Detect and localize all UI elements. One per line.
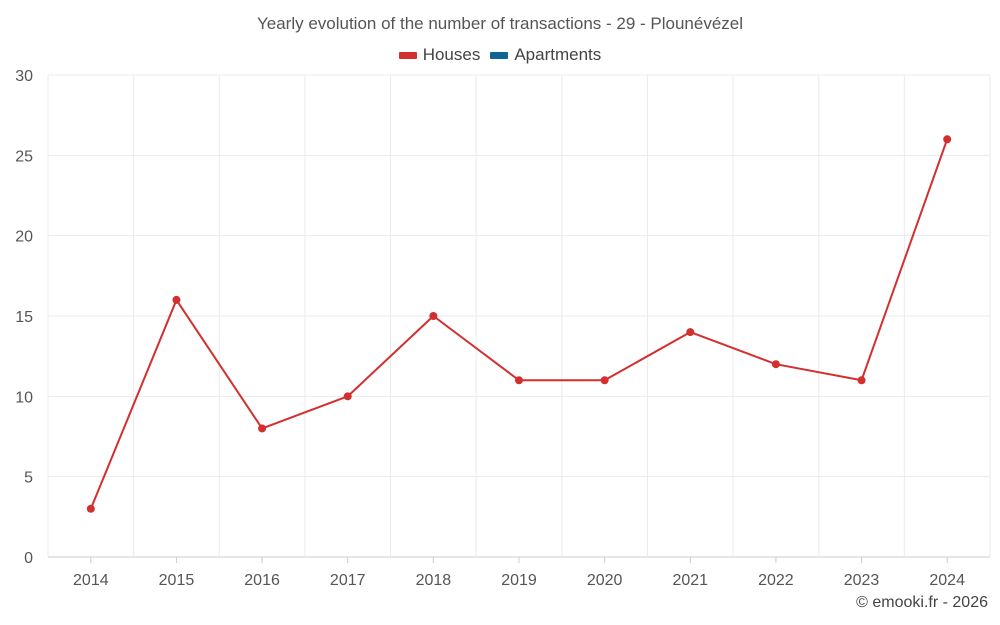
data-point-houses-2015[interactable] xyxy=(172,295,181,304)
y-tick-label-5: 5 xyxy=(24,470,33,487)
data-point-houses-2014[interactable] xyxy=(86,504,95,513)
x-tick-label-2017: 2017 xyxy=(330,572,366,589)
chart-title: Yearly evolution of the number of transa… xyxy=(256,14,744,33)
data-point-houses-2016[interactable] xyxy=(258,424,267,433)
y-tick-label-30: 30 xyxy=(15,68,33,85)
y-tick-label-0: 0 xyxy=(24,550,33,567)
y-tick-label-25: 25 xyxy=(15,148,33,165)
x-tick-label-2018: 2018 xyxy=(416,572,452,589)
legend-item-houses[interactable]: Houses xyxy=(398,45,481,65)
x-tick-label-2021: 2021 xyxy=(672,572,708,589)
legend-label-houses: Houses xyxy=(422,45,481,64)
data-point-houses-2018[interactable] xyxy=(429,312,438,320)
x-tick-label-2016: 2016 xyxy=(244,572,280,589)
y-tick-label-10: 10 xyxy=(15,389,33,406)
x-tick-label-2023: 2023 xyxy=(844,572,880,589)
x-tick-label-2014: 2014 xyxy=(73,572,109,589)
x-tick-label-2024: 2024 xyxy=(929,572,965,589)
y-tick-label-20: 20 xyxy=(15,229,33,246)
x-tick-label-2019: 2019 xyxy=(501,572,537,589)
x-tick-label-2015: 2015 xyxy=(159,572,195,589)
legend-swatch-apartments xyxy=(490,51,509,59)
data-point-houses-2020[interactable] xyxy=(600,376,609,385)
data-point-houses-2017[interactable] xyxy=(343,392,352,401)
data-point-houses-2023[interactable] xyxy=(857,376,866,385)
credit-text: © emooki.fr - 2026 xyxy=(856,594,988,611)
data-point-houses-2022[interactable] xyxy=(771,360,780,369)
x-tick-label-2020: 2020 xyxy=(587,572,623,589)
y-tick-label-15: 15 xyxy=(15,309,33,326)
data-point-houses-2019[interactable] xyxy=(515,376,523,385)
x-tick-label-2022: 2022 xyxy=(758,572,794,589)
legend-label-apartments: Apartments xyxy=(514,45,602,64)
legend-swatch-houses xyxy=(398,51,417,59)
chart-legend: Houses Apartments xyxy=(0,45,1000,65)
data-point-houses-2021[interactable] xyxy=(686,328,695,337)
data-point-houses-2024[interactable] xyxy=(943,135,952,144)
legend-item-apartments[interactable]: Apartments xyxy=(490,45,601,65)
